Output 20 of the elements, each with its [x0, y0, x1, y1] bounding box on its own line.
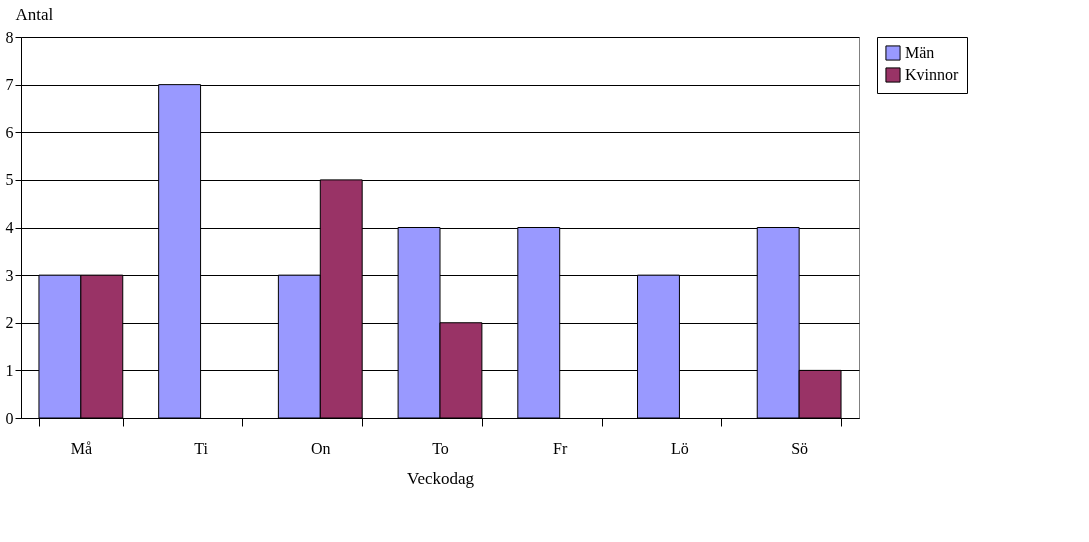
y-tick-label: 4	[5, 219, 14, 236]
x-axis-title: Veckodag	[406, 468, 475, 488]
x-tick-label: Ti	[194, 439, 209, 457]
x-tick-label: Lö	[671, 439, 689, 457]
y-tick-label: 6	[5, 123, 14, 141]
y-axis-title: Antal	[15, 4, 54, 24]
legend-label: Män	[905, 44, 935, 61]
y-tick-label: 1	[5, 361, 14, 379]
y-tick-label: 3	[5, 266, 14, 284]
y-tick-label: 2	[5, 314, 14, 332]
y-tick-label: 8	[5, 28, 14, 46]
x-tick-label: On	[311, 439, 331, 457]
y-tick-label: 5	[5, 171, 14, 189]
x-tick-label: Fr	[553, 439, 568, 457]
x-tick-label: Må	[70, 439, 93, 457]
x-tick-label: To	[432, 439, 449, 457]
y-tick-label: 7	[5, 76, 14, 94]
x-tick-label: Sö	[791, 439, 809, 457]
y-tick-label: 0	[5, 409, 14, 427]
legend-label: Kvinnor	[905, 66, 959, 83]
